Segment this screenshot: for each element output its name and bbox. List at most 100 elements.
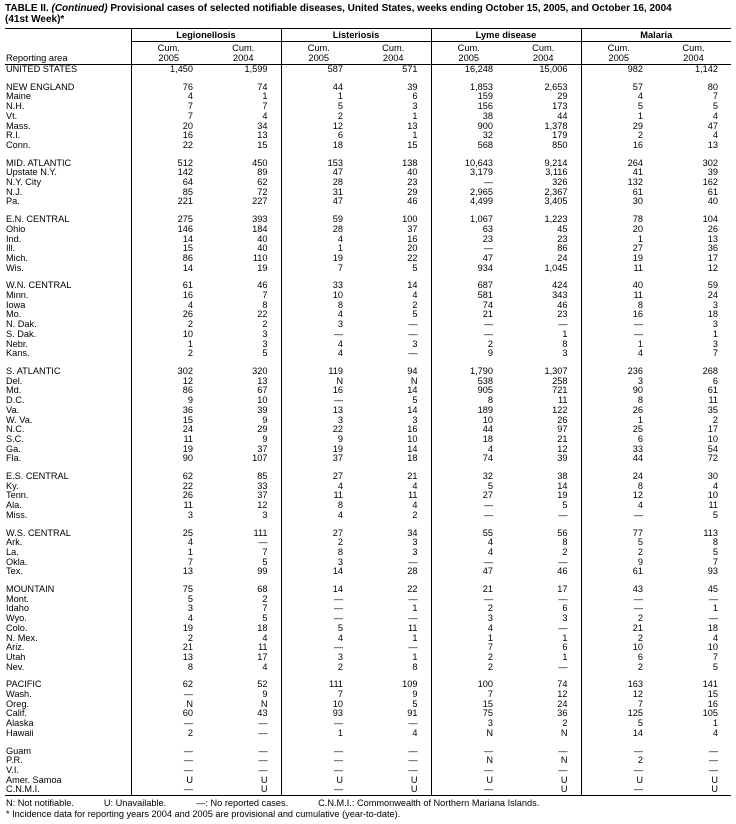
separator-cell	[356, 358, 432, 367]
reporting-area-label: Reporting area	[6, 53, 68, 63]
value-cell: 46	[506, 300, 582, 311]
reporting-area-header: Reporting area	[5, 28, 132, 65]
column-group-listeriosis: Listeriosis	[280, 28, 431, 42]
value-cell: 21	[356, 472, 432, 482]
value-cell: 15	[206, 140, 282, 151]
reporting-area-cell: S. Dak.	[5, 329, 132, 340]
value-cell: 24	[182, 425, 193, 435]
value-cell: 1	[356, 111, 432, 122]
value-cell: 2	[637, 614, 643, 624]
table-row: Ill. 15 40 1 20 — 86 27 36	[5, 244, 731, 254]
value-cell: 17	[707, 425, 718, 435]
reporting-area-cell: Maine	[5, 92, 132, 103]
value-cell: 19	[632, 253, 643, 263]
value-cell: 2	[637, 131, 643, 141]
value-cell: 32	[482, 472, 493, 482]
value-cell: 75	[482, 709, 493, 719]
value-cell: 2	[337, 111, 343, 121]
table-row: Nebr. 1 3 4 3 2 8 1 3	[5, 339, 731, 350]
value-cell: 2,653	[506, 82, 582, 93]
value-cell: 2	[187, 349, 193, 359]
separator-cell	[356, 672, 432, 681]
value-cell: 9,214	[506, 158, 582, 169]
value-cell: —	[633, 604, 643, 614]
value-cell: 59	[707, 281, 718, 291]
value-cell: 28	[356, 567, 432, 578]
incidence-note: * Incidence data for reporting years 200…	[6, 809, 401, 820]
reporting-area-cell: Wash.	[5, 690, 132, 700]
title-line-1: TABLE II. (Continued) Provisional cases …	[5, 3, 731, 14]
reporting-area-cell: NEW ENGLAND	[5, 82, 132, 93]
value-cell: 4	[337, 339, 343, 349]
value-cell: 4	[487, 538, 493, 548]
reporting-area-cell: Ala.	[5, 501, 132, 511]
value-cell: 5	[187, 594, 193, 604]
separator-cell	[656, 151, 731, 159]
value-cell: 11	[633, 263, 643, 273]
value-cell: 27	[632, 244, 643, 254]
value-cell: 7	[187, 111, 193, 121]
separator-cell	[281, 672, 356, 680]
value-cell: 2,965	[470, 187, 493, 197]
value-cell: 44	[506, 111, 582, 122]
reporting-area-cell: P.R.	[5, 756, 132, 766]
value-cell: 1	[356, 604, 432, 615]
value-cell: 75	[182, 585, 193, 595]
value-cell: 132	[627, 178, 643, 188]
separator-cell	[581, 75, 656, 83]
value-cell: 227	[206, 197, 282, 208]
value-cell: 8	[487, 396, 493, 406]
value-cell: 33	[332, 281, 343, 291]
reporting-area-cell: Ind.	[5, 234, 132, 245]
table-row: Wash. — 9 7 9 7 12 12 15	[5, 690, 731, 700]
value-cell: 393	[206, 215, 282, 225]
value-cell: 91	[356, 709, 432, 720]
value-cell: 44	[632, 454, 643, 464]
value-cell: 90	[182, 454, 193, 464]
value-cell: 39	[707, 168, 718, 178]
col-header-listeriosis-cum-2004: Cum. 2004	[356, 41, 432, 65]
value-cell: —	[708, 756, 718, 766]
reporting-area-cell: Upstate N.Y.	[5, 168, 132, 179]
table-row: Ky. 22 33 4 4 5 14 8 4	[5, 481, 731, 492]
section-separator-row	[5, 150, 731, 159]
table-row: Mich. 86 110 19 22 47 24 19 17	[5, 253, 731, 264]
value-cell: 12	[182, 376, 193, 386]
value-cell: 5	[356, 263, 432, 274]
column-group-lyme-disease: Lyme disease	[430, 28, 581, 42]
value-cell: 8	[356, 662, 432, 673]
value-cell: 7	[206, 547, 282, 558]
legend-unavailable: U: Unavailable.	[103, 798, 167, 809]
value-cell: 14	[356, 281, 432, 292]
section-separator-row	[5, 273, 731, 282]
value-cell: 2	[637, 756, 643, 766]
table-row: Iowa 4 8 8 2 74 46 8 3	[5, 300, 731, 311]
value-cell: 8	[337, 547, 343, 557]
value-cell: —	[333, 785, 343, 795]
value-cell: 11	[356, 491, 432, 502]
value-cell: 3	[356, 547, 432, 558]
table-row: N.Y. City 64 62 28 23 — 326 132 162	[5, 178, 731, 188]
value-cell: 9	[337, 434, 343, 444]
value-cell: 2	[206, 594, 282, 605]
value-cell: 1	[637, 111, 643, 121]
value-cell: 17	[206, 652, 282, 663]
value-cell: 39	[356, 82, 432, 93]
value-cell: 3	[487, 719, 493, 729]
reporting-area-cell: N.C.	[5, 425, 132, 435]
value-cell: 450	[206, 158, 282, 169]
value-cell: 43	[206, 709, 282, 720]
value-cell: 30	[632, 197, 643, 207]
value-cell: 13	[182, 567, 193, 577]
value-cell: 11	[633, 291, 643, 301]
table-row: Colo. 19 18 5 11 4 — 21 18	[5, 623, 731, 634]
separator-cell	[356, 74, 432, 83]
table-row: N.C. 24 29 22 16 44 97 25 17	[5, 425, 731, 435]
reporting-area-cell: W. Va.	[5, 415, 132, 426]
separator-cell	[581, 359, 656, 367]
separator-cell	[5, 672, 132, 681]
value-cell: —	[206, 746, 282, 757]
separator-cell	[581, 672, 656, 680]
value-cell: 19	[332, 253, 343, 263]
value-cell: 14	[356, 386, 432, 397]
